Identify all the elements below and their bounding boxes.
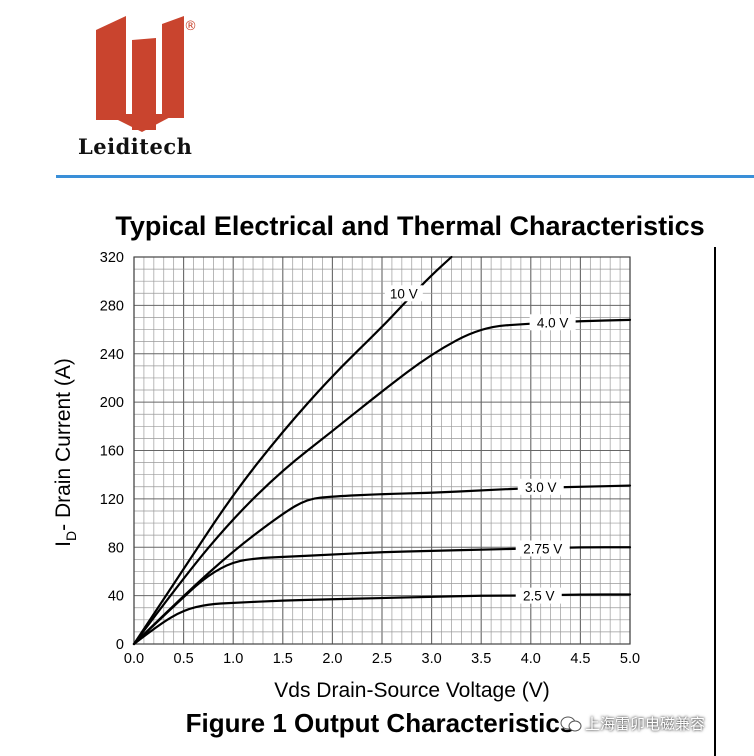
registered-mark: ® bbox=[184, 19, 197, 34]
chart-annotations: 10 V 4.0 V 3.0 V 2.75 V 2.5 V bbox=[384, 285, 576, 604]
y-tick-label: 320 bbox=[100, 250, 124, 266]
x-axis-label: Vds Drain-Source Voltage (V) bbox=[274, 679, 549, 702]
brand-name: Leiditech bbox=[78, 134, 193, 159]
chart-ticks: 0.0 0.5 1.0 1.5 2.0 2.5 3.0 3.5 4.0 4.5 5.0 0 40 80 12… bbox=[100, 250, 640, 667]
curve-label-bg bbox=[384, 285, 423, 302]
figure-caption: Figure 1 Output Characteristics bbox=[185, 708, 575, 738]
watermark-text: 上海雷卯电磁兼容 bbox=[585, 715, 706, 733]
x-tick-label: 1.0 bbox=[223, 651, 243, 667]
x-tick-label: 5.0 bbox=[620, 651, 640, 667]
y-tick-label: 80 bbox=[108, 540, 124, 556]
x-tick-label: 2.0 bbox=[322, 651, 342, 667]
chart-grid bbox=[133, 256, 631, 645]
section-title: Typical Electrical and Thermal Character… bbox=[115, 211, 705, 241]
output-characteristics-chart: 0.0 0.5 1.0 1.5 2.0 2.5 3.0 3.5 4.0 4.5 5.0 0 40 80 12… bbox=[52, 250, 640, 702]
plot-frame bbox=[133, 256, 631, 645]
y-tick-label: 160 bbox=[100, 444, 124, 460]
series-line bbox=[132, 546, 632, 646]
watermark: 上海雷卯电磁兼容 bbox=[560, 713, 705, 734]
series-line bbox=[132, 593, 632, 646]
x-tick-label: 0.5 bbox=[174, 651, 194, 667]
y-tick-label: 240 bbox=[100, 347, 124, 363]
header-rule bbox=[56, 175, 754, 178]
x-tick-label: 4.0 bbox=[521, 651, 541, 667]
y-tick-label: 0 bbox=[116, 637, 124, 653]
leiditech-logo: ® bbox=[96, 16, 197, 132]
x-tick-label: 1.5 bbox=[273, 651, 293, 667]
curve-label-bg bbox=[515, 540, 570, 557]
curve-label-bg bbox=[515, 587, 562, 604]
wechat-icon bbox=[560, 716, 582, 731]
curve-label-bg bbox=[529, 314, 576, 331]
curve-label: 4.0 V bbox=[537, 315, 569, 330]
curve-label: 2.5 V bbox=[523, 589, 555, 604]
curve-label: 10 V bbox=[390, 286, 418, 301]
page-right-rule bbox=[714, 247, 716, 756]
y-tick-label: 40 bbox=[108, 589, 124, 605]
curve-label: 2.75 V bbox=[523, 541, 562, 556]
x-tick-label: 0.0 bbox=[124, 651, 144, 667]
curve-label: 3.0 V bbox=[525, 480, 557, 495]
x-tick-label: 3.5 bbox=[471, 651, 491, 667]
x-tick-label: 4.5 bbox=[570, 651, 590, 667]
y-tick-label: 200 bbox=[100, 395, 124, 411]
y-tick-label: 280 bbox=[100, 298, 124, 314]
y-tick-label: 120 bbox=[100, 492, 124, 508]
x-tick-label: 2.5 bbox=[372, 651, 392, 667]
y-axis-label: ID- Drain Current (A) bbox=[52, 358, 79, 547]
curve-label-bg bbox=[517, 478, 564, 495]
x-tick-label: 3.0 bbox=[422, 651, 442, 667]
